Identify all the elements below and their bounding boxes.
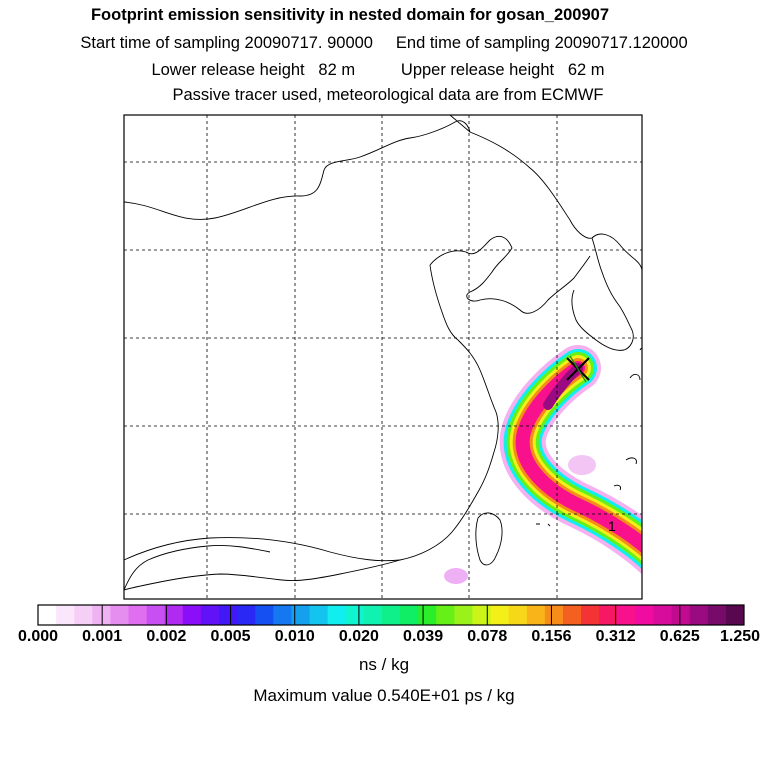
colorbar-swatch [635,605,654,625]
colorbar-swatch [92,605,111,625]
sampling-time-line: Start time of sampling 20090717. 90000 E… [80,34,688,52]
tracer-info-line: Passive tracer used, meteorological data… [172,86,604,104]
colorbar-swatch [526,605,546,625]
colorbar-swatch [164,605,184,625]
colorbar-swatch [725,605,745,625]
colorbar-swatch [508,605,528,625]
colorbar-swatch [345,605,365,625]
colorbar-label: 0.039 [403,628,444,645]
map-content: 1 [124,115,642,599]
colorbar-label: 0.078 [467,628,508,645]
colorbar-label: 0.005 [210,628,251,645]
lat-lon-grid [124,115,642,599]
colorbar-swatch [544,605,564,625]
colorbar-swatch [381,605,401,625]
colorbar-label: 0.001 [82,628,123,645]
sensitivity-plume [444,345,642,584]
colorbar-swatch [400,605,419,625]
colorbar-swatch [707,605,727,625]
receptor-marker [566,355,590,383]
colorbar-swatch [200,605,220,625]
colorbar-swatch [617,605,636,625]
colorbar-swatch [472,605,492,625]
colorbar-swatch [56,605,75,625]
colorbar-swatch [291,605,311,625]
colorbar-swatch [327,605,347,625]
units-label: ns / kg [358,655,410,674]
colorbar-label: 0.156 [531,628,572,645]
colorbar-label: 1.250 [719,628,761,645]
colorbar-swatch [490,605,510,625]
colorbar-frame [37,604,745,626]
colorbar-swatch [599,605,618,625]
colorbar-swatch [255,605,274,625]
colorbar-swatch [671,605,691,625]
colorbar-label: 0.020 [338,628,379,645]
trajectory-label: 1 [608,518,616,534]
colorbar-swatch [689,605,709,625]
colorbar-swatch [363,605,383,625]
map-title: Footprint emission sensitivity in nested… [90,6,610,24]
colorbar-swatch [38,605,57,625]
colorbar-swatch [653,605,673,625]
colorbar-swatch [454,605,473,625]
coastlines [124,115,642,591]
colorbar-swatch [309,605,329,625]
colorbar-label: 0.002 [146,628,187,645]
colorbar [37,605,745,625]
colorbar-swatch [418,605,437,625]
colorbar-swatch [146,605,166,625]
colorbar-swatch [436,605,455,625]
colorbar-swatch [74,605,93,625]
colorbar-swatch [128,605,148,625]
colorbar-label: 0.625 [659,628,700,645]
colorbar-label: 0.010 [274,628,315,645]
colorbar-swatch [581,605,600,625]
colorbar-swatch [182,605,202,625]
colorbar-label: 0.000 [17,628,59,645]
maximum-value-label: Maximum value 0.540E+01 ps / kg [253,686,515,705]
colorbar-label: 0.312 [595,628,636,645]
colorbar-swatch [219,605,238,625]
colorbar-swatch [562,605,582,625]
colorbar-swatch [273,605,292,625]
colorbar-swatch [110,605,130,625]
colorbar-swatch [237,605,256,625]
release-height-line: Lower release height 82 m Upper release … [151,61,605,79]
map-frame [123,114,643,600]
